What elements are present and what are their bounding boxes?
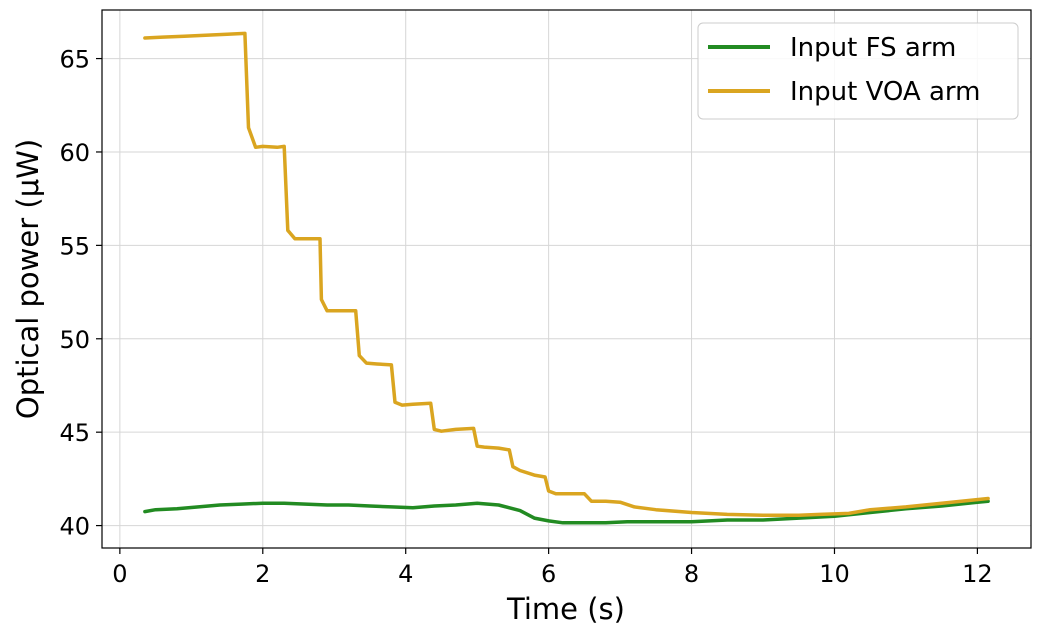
legend: Input FS arm Input VOA arm [697,22,1019,120]
x-tick-label: 0 [112,560,127,588]
series-line-1 [143,31,990,518]
axis-ticks: 0 2 4 6 8 10 12 40 45 50 55 60 65 [59,46,992,588]
y-tick-label: 45 [59,419,90,447]
y-axis-label: Optical power (μW) [11,139,45,419]
series-line-0 [143,499,990,525]
y-tick-label: 55 [59,232,90,260]
x-tick-label: 6 [541,560,556,588]
x-tick-label: 2 [255,560,270,588]
x-axis-label: Time (s) [506,592,625,626]
legend-label-voa: Input VOA arm [790,77,980,107]
series-group [143,31,990,525]
x-tick-label: 12 [962,560,993,588]
y-tick-label: 65 [59,46,90,74]
x-tick-label: 4 [398,560,413,588]
legend-label-fs: Input FS arm [790,33,956,63]
y-tick-label: 40 [59,513,90,541]
y-tick-label: 50 [59,326,90,354]
x-tick-label: 10 [819,560,850,588]
x-tick-label: 8 [684,560,699,588]
y-tick-label: 60 [59,139,90,167]
legend-box [697,22,1019,120]
plot-frame [101,9,1032,549]
